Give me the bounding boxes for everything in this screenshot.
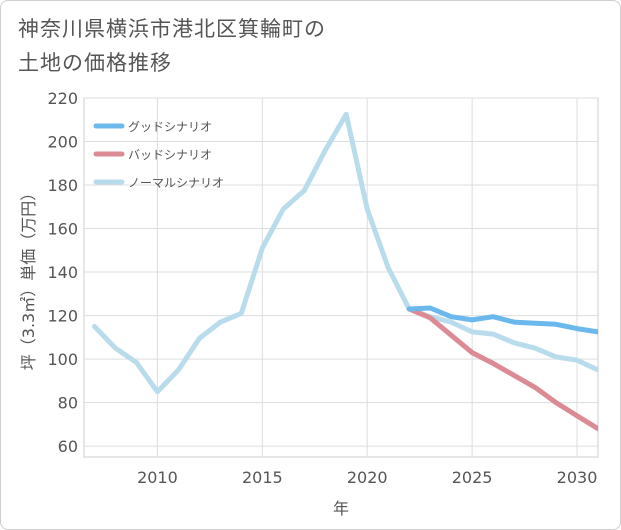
y-tick-label: 120 [47,307,78,326]
x-tick-label: 2025 [452,468,493,487]
y-tick-label: 60 [58,437,78,456]
series-line-2 [92,111,598,395]
x-tick-label: 2015 [242,468,283,487]
title-line-2: 土地の価格推移 [18,51,172,75]
y-tick-label: 180 [47,176,78,195]
y-tick-label: 200 [47,133,78,152]
y-tick-label: 80 [58,394,78,413]
x-tick-label: 2010 [137,468,178,487]
series-line-0 [406,305,598,335]
legend-label: バッドシナリオ [128,148,212,162]
x-tick-label: 2020 [347,468,388,487]
y-tick-label: 140 [47,263,78,282]
y-axis-label: 坪（3.3㎡）単価（万円） [19,185,38,370]
series-line-1 [406,306,598,432]
legend-label: グッドシナリオ [128,120,212,134]
y-tick-label: 160 [47,220,78,239]
title-line-1: 神奈川県横浜市港北区箕輪町の [18,17,326,41]
x-tick-label: 2030 [557,468,598,487]
y-tick-label: 100 [47,350,78,369]
y-tick-label: 220 [47,89,78,108]
legend-label: ノーマルシナリオ [128,176,224,190]
page-title: 神奈川県横浜市港北区箕輪町の 土地の価格推移 [18,12,326,80]
x-axis-label: 年 [333,499,349,518]
